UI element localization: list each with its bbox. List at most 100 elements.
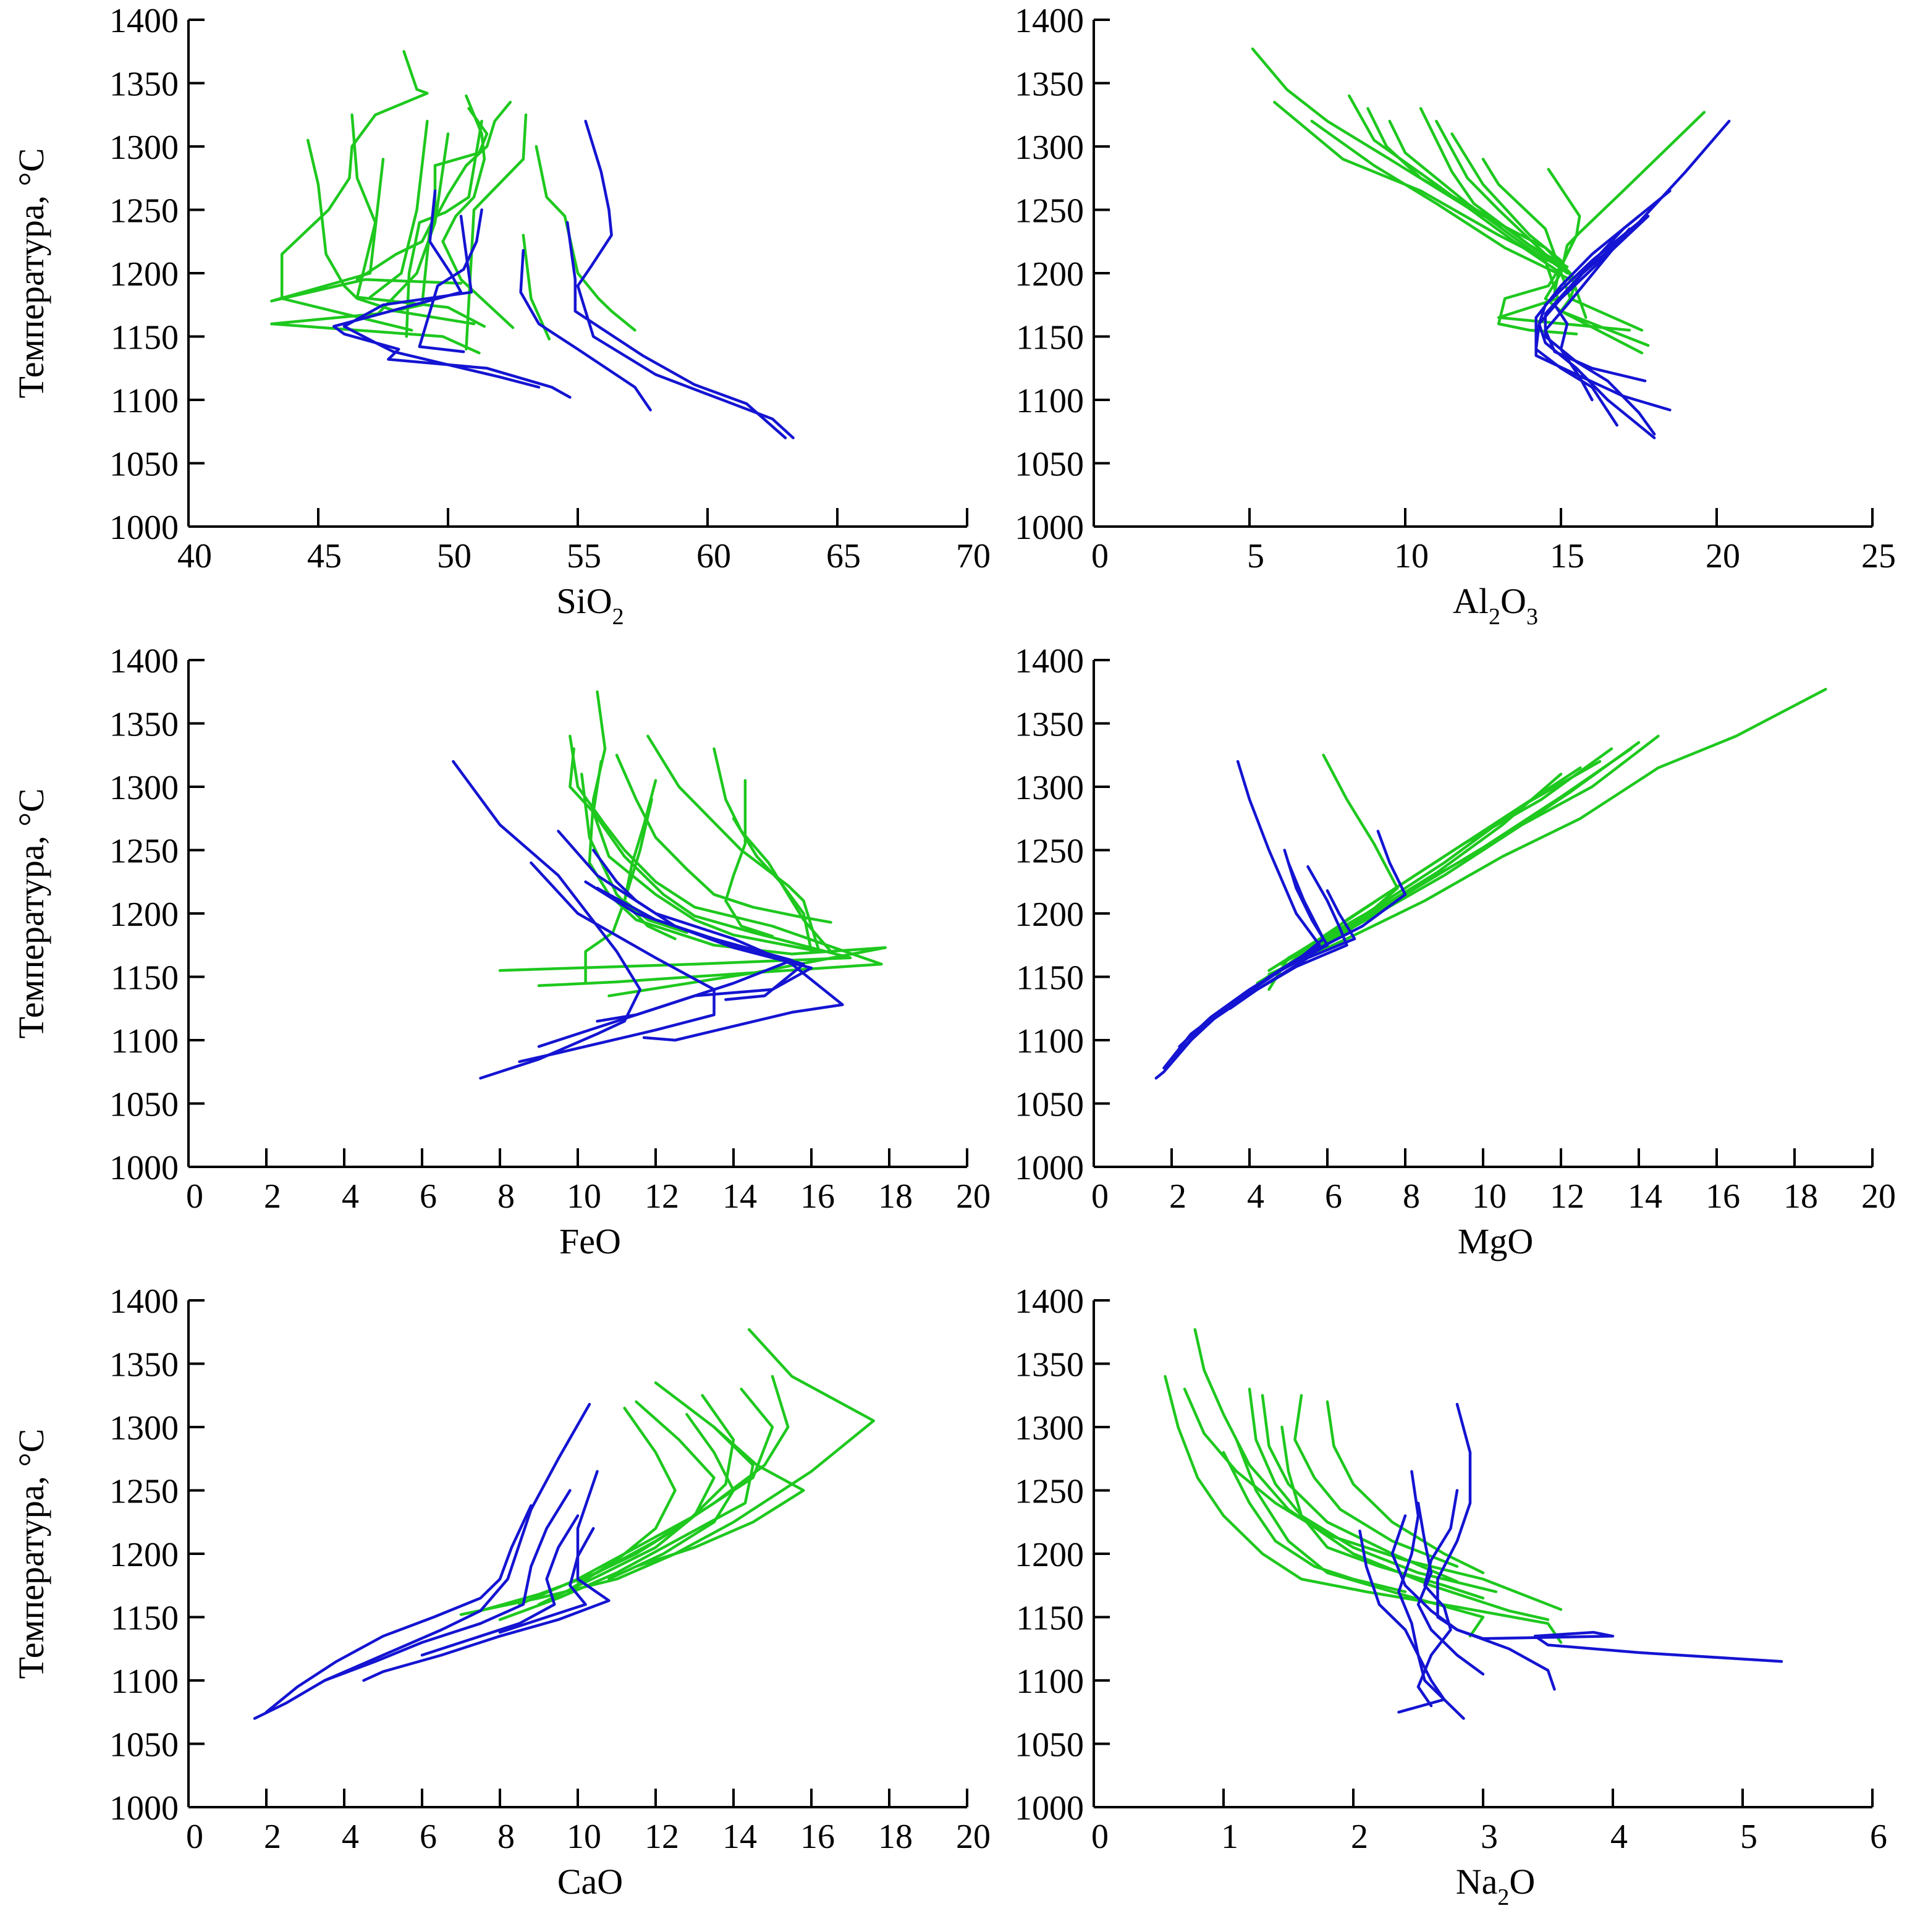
blue-series-line [596,886,805,1001]
x-tick-label: 14 [722,1177,757,1216]
y-tick-label: 1350 [109,1346,179,1384]
green-series-line [270,158,463,303]
x-tick-label: 18 [1783,1177,1818,1216]
x-tick-label: 18 [878,1818,913,1856]
blue-series-line [420,1514,580,1657]
x-tick-label: 20 [956,1818,991,1856]
y-tick-label: 1350 [109,66,179,104]
panel-na2o: 1000 1050 1100 1150 1200 1250 1300 1350 1400 0 1 2 3… [1015,1282,1887,1910]
x-tick-label: 12 [645,1818,679,1856]
y-tick-label: 1150 [1016,1599,1084,1638]
green-series-line [1293,1394,1459,1568]
x-tick-label: 10 [1394,537,1429,575]
x-tick-label: 8 [497,1818,515,1856]
y-tick-label: 1250 [109,1473,179,1511]
y-tick-label: 1350 [1015,66,1084,104]
y-tick-label: 1400 [1015,1282,1084,1321]
y-tick-label: 1400 [109,2,179,40]
y-axis-title: Температура, °С [11,789,51,1039]
y-tick-label: 1400 [109,1282,179,1321]
blue-series-line [1544,189,1672,436]
green-series-line [498,747,852,972]
x-axis-title-subscript: 2 [612,604,624,630]
green-series-line [1193,1328,1550,1621]
panel-cao: 1000 1050 1100 1150 1200 1250 1300 1350 1400 0 2 4 6… [11,1282,991,1902]
green-series-line [518,1388,774,1606]
blue-series-line [1534,214,1672,412]
green-series-line [1419,107,1569,269]
blue-series-line [518,861,716,1064]
x-tick-label: 20 [1706,537,1740,575]
x-tick-label: 1 [1221,1818,1238,1856]
blue-series-line [1544,227,1647,383]
green-series-line [1261,1394,1459,1583]
x-tick-label: 0 [1091,1177,1109,1216]
y-tick-label: 1000 [109,1789,179,1828]
y-tick-label: 1200 [1015,1536,1084,1574]
y-tick-label: 1050 [109,1726,179,1765]
x-axis-title: Na2O [1456,1862,1536,1910]
x-tick-label: 2 [264,1177,281,1216]
y-tick-label: 1200 [1015,896,1084,934]
y-tick-label: 1050 [1015,1086,1084,1124]
green-series-line [522,234,551,341]
green-series-line [1348,94,1563,275]
blue-series-line [1154,760,1321,1080]
blue-series-line [362,1470,611,1682]
x-tick-label: 12 [645,1177,679,1216]
x-tick-label: 55 [567,537,601,575]
x-axis-title: Al2O3 [1453,581,1538,630]
blue-series-line [1390,1514,1556,1691]
green-series-line [1222,1451,1407,1593]
x-tick-label: 4 [1610,1818,1628,1856]
green-series-line [1235,1438,1485,1638]
x-axis-title: CaO [557,1862,623,1902]
y-tick-label: 1250 [109,192,179,231]
x-axis-title: FeO [559,1221,621,1261]
green-series-line [465,113,528,351]
blue-series-line [1178,829,1407,1048]
x-tick-label: 50 [437,537,471,575]
green-series-line [392,101,512,313]
green-series-line [646,734,821,953]
green-series-line [576,1394,735,1583]
y-tick-label: 1050 [109,446,179,484]
y-tick-label: 1300 [109,1409,179,1447]
blue-series-line [342,214,541,389]
x-tick-label: 8 [497,1177,515,1216]
x-tick-label: 18 [878,1177,913,1216]
green-series-line [280,50,429,332]
green-series-line [591,760,821,953]
blue-series-line [264,1504,533,1714]
y-tick-label: 1200 [1015,255,1084,294]
y-tick-label: 1150 [111,959,179,998]
panel-sio2: 1000 1050 1100 1150 1200 1250 1300 1350 1400 40 45… [11,2,991,630]
y-tick-label: 1350 [1015,706,1084,744]
x-tick-label: 20 [1861,1177,1896,1216]
blue-series-line [323,1489,572,1682]
y-tick-label: 1350 [1015,1346,1084,1384]
y-tick-label: 1250 [1015,192,1084,231]
blue-series-line [1553,236,1625,402]
blue-series-line [452,760,642,1080]
x-axis-title-main: SiO [556,581,612,621]
y-tick-label: 1050 [1015,446,1084,484]
x-axis-title-main: Na [1456,1862,1498,1902]
x-tick-label: 3 [1481,1818,1498,1856]
blue-series-line [519,248,652,412]
y-tick-label: 1000 [109,1149,179,1187]
y-tick-label: 1050 [1015,1726,1084,1765]
blue-series-line [1416,1489,1459,1708]
x-tick-label: 0 [1091,537,1109,575]
y-tick-label: 1300 [1015,129,1084,167]
y-tick-label: 1300 [109,129,179,167]
x-tick-label: 25 [1861,537,1896,575]
green-series-line [584,798,653,985]
blue-series-line [1416,1501,1485,1676]
y-tick-label: 1400 [1015,2,1084,40]
y-tick-label: 1150 [1016,319,1084,357]
y-tick-label: 1050 [109,1086,179,1124]
blue-series-line [418,208,483,354]
green-series-line [635,1425,805,1568]
x-tick-label: 16 [1706,1177,1740,1216]
